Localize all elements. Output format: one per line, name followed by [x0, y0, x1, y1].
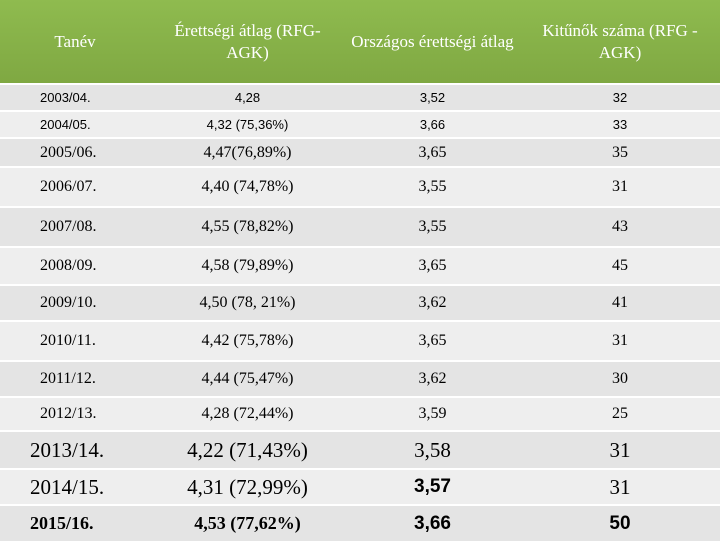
- table-cell: 3,66: [345, 504, 520, 541]
- table-cell: 31: [520, 430, 720, 469]
- header-row: Tanév Érettségi átlag (RFG-AGK) Országos é…: [0, 0, 720, 85]
- header-cell: Kitűnők száma (RFG -AGK): [520, 0, 720, 85]
- table-cell: 4,44 (75,47%): [150, 360, 345, 397]
- table-cell: 2006/07.: [0, 166, 150, 207]
- table-cell: 3,65: [345, 137, 520, 167]
- table-cell: 3,65: [345, 246, 520, 285]
- table-cell: 4,58 (79,89%): [150, 246, 345, 285]
- table-cell: 2013/14.: [0, 430, 150, 469]
- table-cell: 4,53 (77,62%): [150, 504, 345, 541]
- table-row: 2007/08. 4,55 (78,82%) 3,55 43: [0, 206, 720, 247]
- table-cell: 4,31 (72,99%): [150, 468, 345, 505]
- table-cell: 2003/04.: [0, 83, 150, 111]
- header-cell: Tanév: [0, 0, 150, 85]
- table-cell: 43: [520, 206, 720, 247]
- table-cell: 2015/16.: [0, 504, 150, 541]
- table-header: Tanév Érettségi átlag (RFG-AGK) Országos é…: [0, 0, 720, 85]
- table-cell: 3,62: [345, 284, 520, 321]
- table-cell: 30: [520, 360, 720, 397]
- table-cell: 2012/13.: [0, 396, 150, 431]
- table-cell: 3,57: [345, 468, 520, 505]
- table-cell: 50: [520, 504, 720, 541]
- table-cell: 2008/09.: [0, 246, 150, 285]
- table-cell: 2005/06.: [0, 137, 150, 167]
- table-body: 2003/04. 4,28 3,52 32 2004/05. 4,32 (75,36%) 3…: [0, 83, 720, 541]
- table-row: 2009/10. 4,50 (78, 21%) 3,62 41: [0, 284, 720, 321]
- table-cell: 2014/15.: [0, 468, 150, 505]
- table-cell: 4,32 (75,36%): [150, 110, 345, 138]
- table-cell: 35: [520, 137, 720, 167]
- table-cell: 31: [520, 320, 720, 361]
- table-row: 2013/14. 4,22 (71,43%) 3,58 31: [0, 430, 720, 469]
- table-cell: 3,59: [345, 396, 520, 431]
- table-row: 2015/16. 4,53 (77,62%) 3,66 50: [0, 504, 720, 541]
- table-cell: 3,66: [345, 110, 520, 138]
- table-cell: 3,52: [345, 83, 520, 111]
- table-row: 2014/15. 4,31 (72,99%) 3,57 31: [0, 468, 720, 505]
- table-cell: 4,42 (75,78%): [150, 320, 345, 361]
- table-row: 2004/05. 4,32 (75,36%) 3,66 33: [0, 110, 720, 138]
- header-cell: Érettségi átlag (RFG-AGK): [150, 0, 345, 85]
- table-cell: 3,62: [345, 360, 520, 397]
- table-row: 2005/06. 4,47(76,89%) 3,65 35: [0, 137, 720, 167]
- table-cell: 4,22 (71,43%): [150, 430, 345, 469]
- table-row: 2008/09. 4,58 (79,89%) 3,65 45: [0, 246, 720, 285]
- table-cell: 4,28: [150, 83, 345, 111]
- table-row: 2012/13. 4,28 (72,44%) 3,59 25: [0, 396, 720, 431]
- table-cell: 25: [520, 396, 720, 431]
- table-row: 2003/04. 4,28 3,52 32: [0, 83, 720, 111]
- table-cell: 45: [520, 246, 720, 285]
- table-cell: 4,55 (78,82%): [150, 206, 345, 247]
- table-row: 2011/12. 4,44 (75,47%) 3,62 30: [0, 360, 720, 397]
- table-cell: 4,40 (74,78%): [150, 166, 345, 207]
- table-cell: 2004/05.: [0, 110, 150, 138]
- table-cell: 2009/10.: [0, 284, 150, 321]
- table-cell: 2010/11.: [0, 320, 150, 361]
- table-cell: 4,50 (78, 21%): [150, 284, 345, 321]
- table-cell: 32: [520, 83, 720, 111]
- table-cell: 3,55: [345, 166, 520, 207]
- table-cell: 3,55: [345, 206, 520, 247]
- header-cell: Országos érettségi átlag: [345, 0, 520, 85]
- table-cell: 2007/08.: [0, 206, 150, 247]
- table-cell: 31: [520, 166, 720, 207]
- table-cell: 4,47(76,89%): [150, 137, 345, 167]
- table-cell: 31: [520, 468, 720, 505]
- table-cell: 33: [520, 110, 720, 138]
- table-cell: 3,65: [345, 320, 520, 361]
- table-cell: 3,58: [345, 430, 520, 469]
- table-row: 2010/11. 4,42 (75,78%) 3,65 31: [0, 320, 720, 361]
- table-cell: 2011/12.: [0, 360, 150, 397]
- table-cell: 41: [520, 284, 720, 321]
- table-row: 2006/07. 4,40 (74,78%) 3,55 31: [0, 166, 720, 207]
- table-cell: 4,28 (72,44%): [150, 396, 345, 431]
